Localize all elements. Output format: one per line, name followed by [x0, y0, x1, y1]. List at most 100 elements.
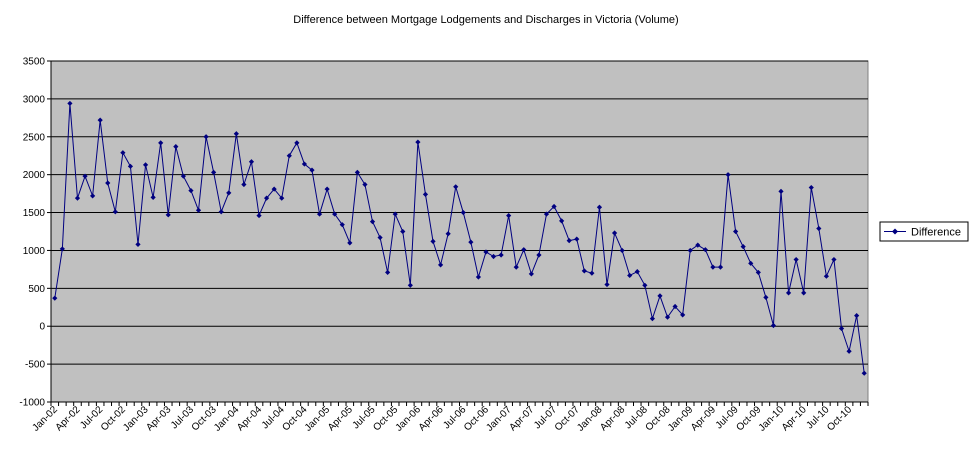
y-tick-label: -1000	[19, 398, 45, 409]
data-point	[755, 269, 761, 276]
y-tick-label: 3000	[23, 94, 46, 105]
data-point	[664, 314, 671, 320]
y-tick-label: 1500	[23, 208, 46, 219]
x-tick-label: Apr-08	[598, 404, 627, 433]
data-point	[339, 222, 345, 228]
data-point	[733, 228, 739, 235]
data-point	[203, 134, 209, 140]
data-point	[422, 191, 429, 197]
data-point	[59, 246, 65, 252]
data-point	[142, 162, 149, 168]
data-point	[173, 144, 179, 150]
data-point	[165, 212, 171, 218]
data-point	[279, 195, 285, 201]
data-point	[286, 153, 292, 159]
data-point	[574, 236, 580, 242]
data-point	[649, 316, 656, 322]
data-point	[846, 348, 852, 354]
y-tick-label: 2000	[23, 170, 46, 181]
data-point	[112, 209, 118, 215]
data-point	[377, 234, 383, 241]
series-line	[54, 103, 865, 374]
data-point	[831, 256, 837, 263]
y-tick-label: -500	[25, 360, 45, 371]
data-point	[188, 187, 194, 194]
data-point	[642, 282, 648, 288]
data-point	[611, 230, 618, 236]
x-tick-label: Apr-05	[326, 404, 355, 433]
x-tick-label: Apr-09	[689, 404, 718, 433]
data-point	[801, 290, 807, 296]
data-point	[672, 303, 678, 310]
data-point	[634, 269, 640, 275]
data-point	[513, 264, 519, 270]
data-point	[332, 211, 338, 217]
data-point	[195, 207, 202, 213]
data-point	[301, 161, 308, 167]
series-difference	[52, 100, 867, 376]
data-point	[680, 312, 686, 318]
data-point	[581, 268, 587, 274]
data-point	[838, 325, 845, 332]
y-tick-label: 1000	[23, 246, 46, 257]
data-point	[271, 186, 277, 192]
x-axis: Jan-02Apr-02Jul-02Oct-02Jan-03Apr-03Jul-…	[31, 401, 869, 434]
data-point	[521, 247, 527, 253]
data-point	[385, 269, 391, 276]
data-point	[695, 242, 701, 248]
y-tick-label: 2500	[23, 132, 46, 143]
data-point	[415, 139, 421, 145]
data-point	[770, 322, 777, 329]
data-point	[551, 203, 557, 210]
x-tick-label: Jan-10	[757, 404, 787, 434]
x-tick-label: Jan-09	[666, 404, 696, 434]
legend-box	[879, 221, 969, 242]
data-point	[483, 249, 489, 255]
data-point	[763, 294, 769, 301]
x-tick-label: Jan-06	[394, 404, 424, 434]
data-point	[793, 256, 799, 263]
data-point	[566, 237, 572, 244]
data-point	[589, 270, 595, 276]
data-point	[392, 211, 398, 217]
data-point	[543, 211, 550, 217]
data-point	[460, 209, 466, 216]
data-point	[67, 100, 73, 107]
data-point	[604, 281, 610, 288]
y-tick-label: 0	[39, 322, 45, 333]
data-point	[218, 209, 224, 215]
legend-label: Difference	[911, 227, 961, 239]
data-point	[324, 186, 330, 192]
y-tick-label: 3500	[23, 57, 46, 68]
legend-marker-icon	[892, 228, 898, 235]
data-point	[407, 282, 413, 288]
data-point	[445, 231, 451, 237]
data-point	[316, 211, 323, 217]
x-tick-label: Jan-04	[212, 404, 242, 434]
data-point	[717, 264, 724, 270]
data-point	[506, 212, 512, 219]
x-tick-label: Apr-07	[507, 404, 536, 433]
data-point	[241, 181, 247, 188]
x-tick-label: Apr-06	[417, 404, 446, 433]
data-point	[559, 218, 565, 224]
x-tick-label: Apr-10	[780, 404, 809, 433]
data-point	[74, 195, 81, 201]
data-point	[437, 262, 444, 268]
data-point	[256, 212, 262, 219]
data-point	[354, 169, 360, 175]
x-tick-label: Jan-08	[575, 404, 605, 434]
data-point	[453, 184, 459, 190]
data-point	[52, 295, 58, 301]
data-point	[97, 117, 103, 123]
data-point	[785, 290, 792, 296]
x-tick-label: Apr-02	[54, 404, 83, 433]
data-point	[226, 190, 232, 196]
data-point	[748, 260, 754, 266]
data-point	[158, 140, 164, 146]
x-tick-label: Jan-07	[484, 404, 514, 434]
data-point	[596, 204, 603, 210]
data-point	[619, 247, 625, 254]
data-point	[778, 188, 784, 194]
